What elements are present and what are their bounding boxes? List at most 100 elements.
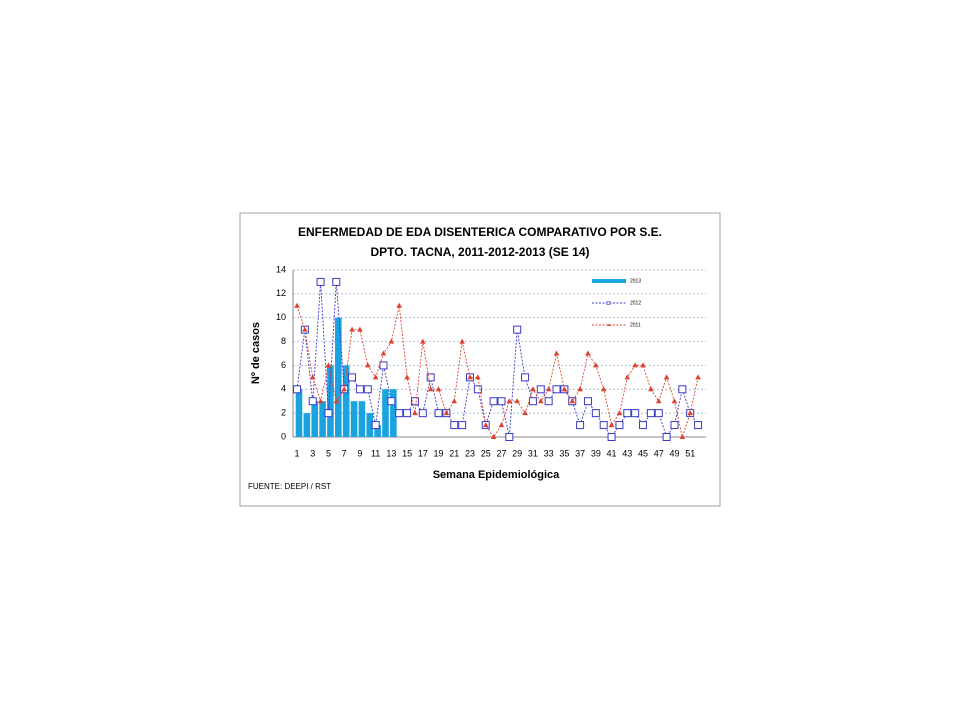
marker (639, 421, 648, 430)
marker (348, 373, 357, 382)
marker (427, 386, 434, 392)
marker (357, 326, 363, 332)
bar (327, 365, 334, 437)
bar (303, 413, 311, 437)
bar (382, 389, 389, 437)
marker (380, 350, 387, 356)
marker (506, 398, 513, 404)
marker (514, 398, 520, 404)
marker (530, 386, 536, 392)
bar (390, 389, 397, 437)
marker (489, 397, 498, 406)
chart-title: ENFERMEDAD DE EDA DISENTERICA COMPARATIV… (298, 225, 662, 239)
marker (364, 362, 371, 368)
marker (458, 421, 467, 430)
marker (388, 338, 395, 344)
marker (426, 373, 435, 382)
marker (585, 350, 591, 356)
legend-marker (606, 301, 611, 305)
marker (687, 410, 694, 416)
x-tick-label: 5 (326, 448, 331, 458)
bar (342, 365, 350, 437)
bar (366, 413, 374, 437)
marker (435, 386, 442, 392)
marker (450, 421, 459, 430)
bar (358, 401, 366, 437)
series-line (296, 305, 699, 439)
y-tick-label: 14 (276, 264, 286, 274)
marker (459, 338, 465, 344)
marker (349, 326, 355, 332)
bar (335, 317, 342, 437)
marker (528, 397, 537, 406)
marker (513, 325, 522, 334)
legend-label: 2012 (630, 300, 641, 306)
marker (505, 433, 514, 441)
marker (662, 433, 671, 441)
y-tick-label: 12 (276, 288, 286, 298)
x-tick-label: 25 (481, 448, 491, 458)
marker (591, 409, 600, 418)
marker (412, 410, 418, 416)
marker (410, 397, 419, 406)
marker (623, 409, 632, 418)
marker (577, 386, 583, 392)
source-note: FUENTE: DEEPI / RST (248, 482, 331, 491)
legend-label: 2013 (630, 278, 641, 284)
x-tick-label: 17 (418, 448, 428, 458)
legend-marker (607, 323, 611, 326)
x-tick-label: 1 (294, 448, 299, 458)
x-tick-label: 39 (591, 448, 601, 458)
marker (537, 398, 544, 404)
x-tick-label: 31 (528, 448, 538, 458)
y-tick-label: 2 (281, 408, 286, 418)
marker (671, 398, 678, 404)
bar (350, 401, 358, 437)
marker (593, 362, 599, 368)
marker (317, 398, 324, 404)
x-tick-label: 49 (669, 448, 679, 458)
marker (583, 397, 592, 406)
marker (490, 434, 497, 439)
marker (497, 397, 506, 406)
marker (599, 421, 608, 430)
bar (311, 401, 319, 437)
x-tick-label: 3 (310, 448, 315, 458)
x-tick-label: 43 (622, 448, 632, 458)
marker (451, 398, 458, 404)
bar (319, 401, 326, 437)
marker (341, 386, 347, 392)
x-tick-label: 9 (357, 448, 362, 458)
marker (545, 386, 552, 392)
marker (498, 422, 505, 428)
marker (363, 385, 372, 394)
marker (544, 397, 553, 406)
marker (308, 397, 317, 406)
marker (640, 362, 646, 368)
marker (695, 374, 701, 380)
x-tick-label: 27 (496, 448, 506, 458)
legend-swatch (592, 279, 626, 283)
chart-subtitle: DPTO. TACNA, 2011-2012-2013 (SE 14) (371, 245, 590, 259)
marker (355, 385, 364, 394)
marker (616, 410, 623, 416)
x-tick-label: 11 (371, 448, 380, 458)
marker (396, 302, 403, 308)
marker (395, 409, 404, 418)
marker (521, 373, 530, 382)
chart-frame (239, 212, 721, 507)
marker (316, 277, 325, 286)
x-tick-label: 45 (638, 448, 648, 458)
marker (294, 302, 300, 308)
marker (561, 386, 568, 392)
x-tick-label: 47 (654, 448, 664, 458)
marker (631, 409, 640, 418)
marker (679, 434, 686, 439)
x-tick-label: 21 (449, 448, 459, 458)
marker (663, 374, 670, 380)
y-tick-label: 8 (281, 336, 286, 346)
marker (332, 277, 341, 286)
marker (552, 385, 561, 394)
marker (655, 398, 662, 404)
